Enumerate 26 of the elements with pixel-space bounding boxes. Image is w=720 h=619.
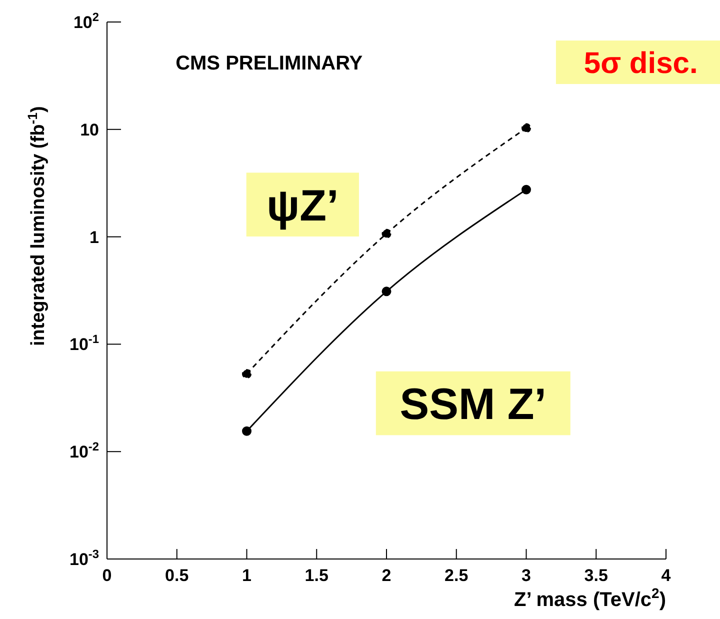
- x-tick-label: 3: [522, 566, 531, 585]
- point: [522, 123, 531, 133]
- y-tick-label: 10$^{-1}$: [70, 332, 100, 354]
- x-tick-label: 1.5: [304, 566, 328, 585]
- y-tick-label: 10$^{2}$: [73, 10, 100, 32]
- x-tick-label: 0: [102, 566, 112, 585]
- point: [242, 426, 252, 436]
- point: [382, 286, 392, 296]
- x-axis-title: Z’ mass (TeV/c$^{2}$): [514, 585, 666, 611]
- x-tick-label: 0.5: [165, 566, 189, 585]
- y-tick-label: 1: [90, 228, 99, 247]
- x-tick-label: 3.5: [584, 566, 608, 585]
- point: [522, 184, 531, 194]
- series-label: SSM Z’: [400, 380, 546, 430]
- x-tick-label: 4: [661, 566, 672, 585]
- annotation: CMS PRELIMINARY: [176, 52, 364, 74]
- y-tick-label: 10: [80, 120, 99, 140]
- point: [242, 369, 252, 379]
- x-tick-label: 2.5: [444, 566, 468, 585]
- x-tick-label: 1: [242, 566, 252, 585]
- y-tick-label: 10$^{-3}$: [70, 547, 100, 569]
- point: [382, 228, 392, 238]
- x-tick-label: 2: [382, 566, 392, 585]
- y-tick-label: 10$^{-2}$: [70, 440, 100, 462]
- annotation: 5σ disc.: [584, 47, 698, 80]
- series-label: ψZ’: [266, 181, 339, 230]
